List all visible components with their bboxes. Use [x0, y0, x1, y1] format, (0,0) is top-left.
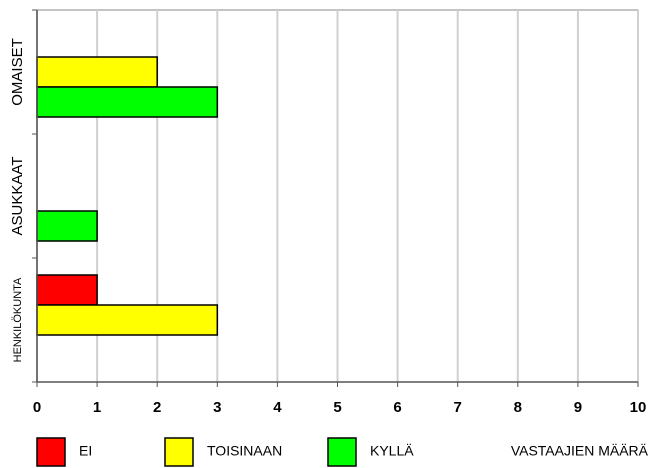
bar	[36, 210, 98, 242]
x-tick-label: 2	[153, 399, 161, 416]
x-tick-label: 6	[393, 399, 401, 416]
bar	[36, 86, 219, 118]
bar	[36, 274, 98, 306]
legend-label: EI	[79, 443, 92, 459]
legend-label: KYLLÄ	[370, 443, 414, 459]
legend-swatch	[36, 437, 66, 467]
legend-swatch	[164, 437, 194, 467]
bar	[36, 56, 158, 88]
x-axis-label: VASTAAJIEN MÄÄRÄ	[511, 443, 649, 459]
x-tick-label: 8	[514, 399, 522, 416]
x-tick-label: 0	[33, 399, 41, 416]
y-tick-label: ASUKKAAT	[9, 157, 26, 236]
x-tick-label: 3	[213, 399, 221, 416]
y-tick-label: HENKILÖKUNTA	[12, 277, 24, 362]
bar	[36, 304, 219, 336]
x-tick-label: 1	[93, 399, 101, 416]
x-tick-label: 4	[273, 399, 282, 416]
x-tick-label: 9	[574, 399, 582, 416]
y-tick-label: OMAISET	[9, 38, 26, 106]
x-tick-label: 10	[630, 399, 647, 416]
x-tick-label: 5	[333, 399, 341, 416]
legend-label: TOISINAAN	[207, 443, 282, 459]
x-tick-label: 7	[454, 399, 462, 416]
legend-swatch	[327, 437, 357, 467]
